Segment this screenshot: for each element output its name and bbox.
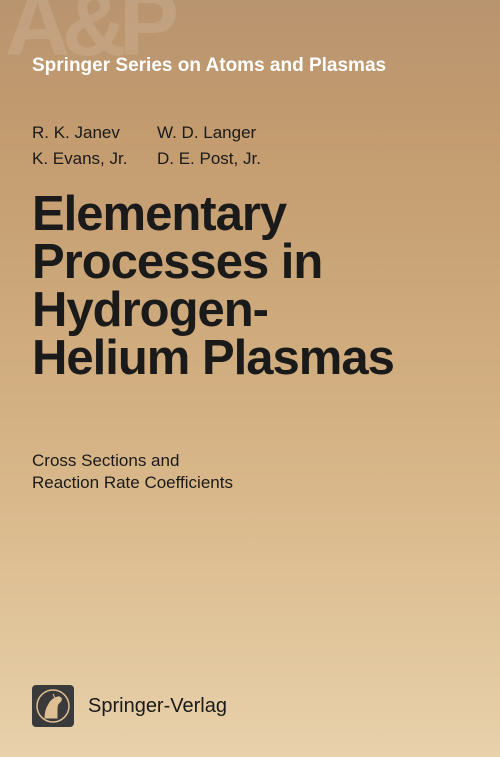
springer-logo-icon: [32, 685, 74, 727]
authors-block: R. K. Janev W. D. Langer K. Evans, Jr. D…: [32, 120, 261, 171]
horse-icon: [35, 688, 71, 724]
book-cover: A&P Springer Series on Atoms and Plasmas…: [0, 0, 500, 757]
subtitle-line: Cross Sections and: [32, 450, 233, 472]
book-subtitle: Cross Sections and Reaction Rate Coeffic…: [32, 450, 233, 494]
book-title: Elementary Processes in Hydrogen- Helium…: [32, 190, 394, 382]
publisher-name: Springer-Verlag: [88, 695, 227, 718]
title-line: Processes in: [32, 238, 394, 286]
author-name: K. Evans, Jr.: [32, 146, 157, 172]
title-line: Helium Plasmas: [32, 334, 394, 382]
author-name: R. K. Janev: [32, 120, 157, 146]
subtitle-line: Reaction Rate Coefficients: [32, 472, 233, 494]
publisher-block: Springer-Verlag: [32, 685, 227, 727]
authors-row-2: K. Evans, Jr. D. E. Post, Jr.: [32, 146, 261, 172]
author-name: W. D. Langer: [157, 120, 256, 146]
authors-row-1: R. K. Janev W. D. Langer: [32, 120, 261, 146]
author-name: D. E. Post, Jr.: [157, 146, 261, 172]
title-line: Elementary: [32, 190, 394, 238]
title-line: Hydrogen-: [32, 286, 394, 334]
series-title: Springer Series on Atoms and Plasmas: [32, 55, 386, 77]
